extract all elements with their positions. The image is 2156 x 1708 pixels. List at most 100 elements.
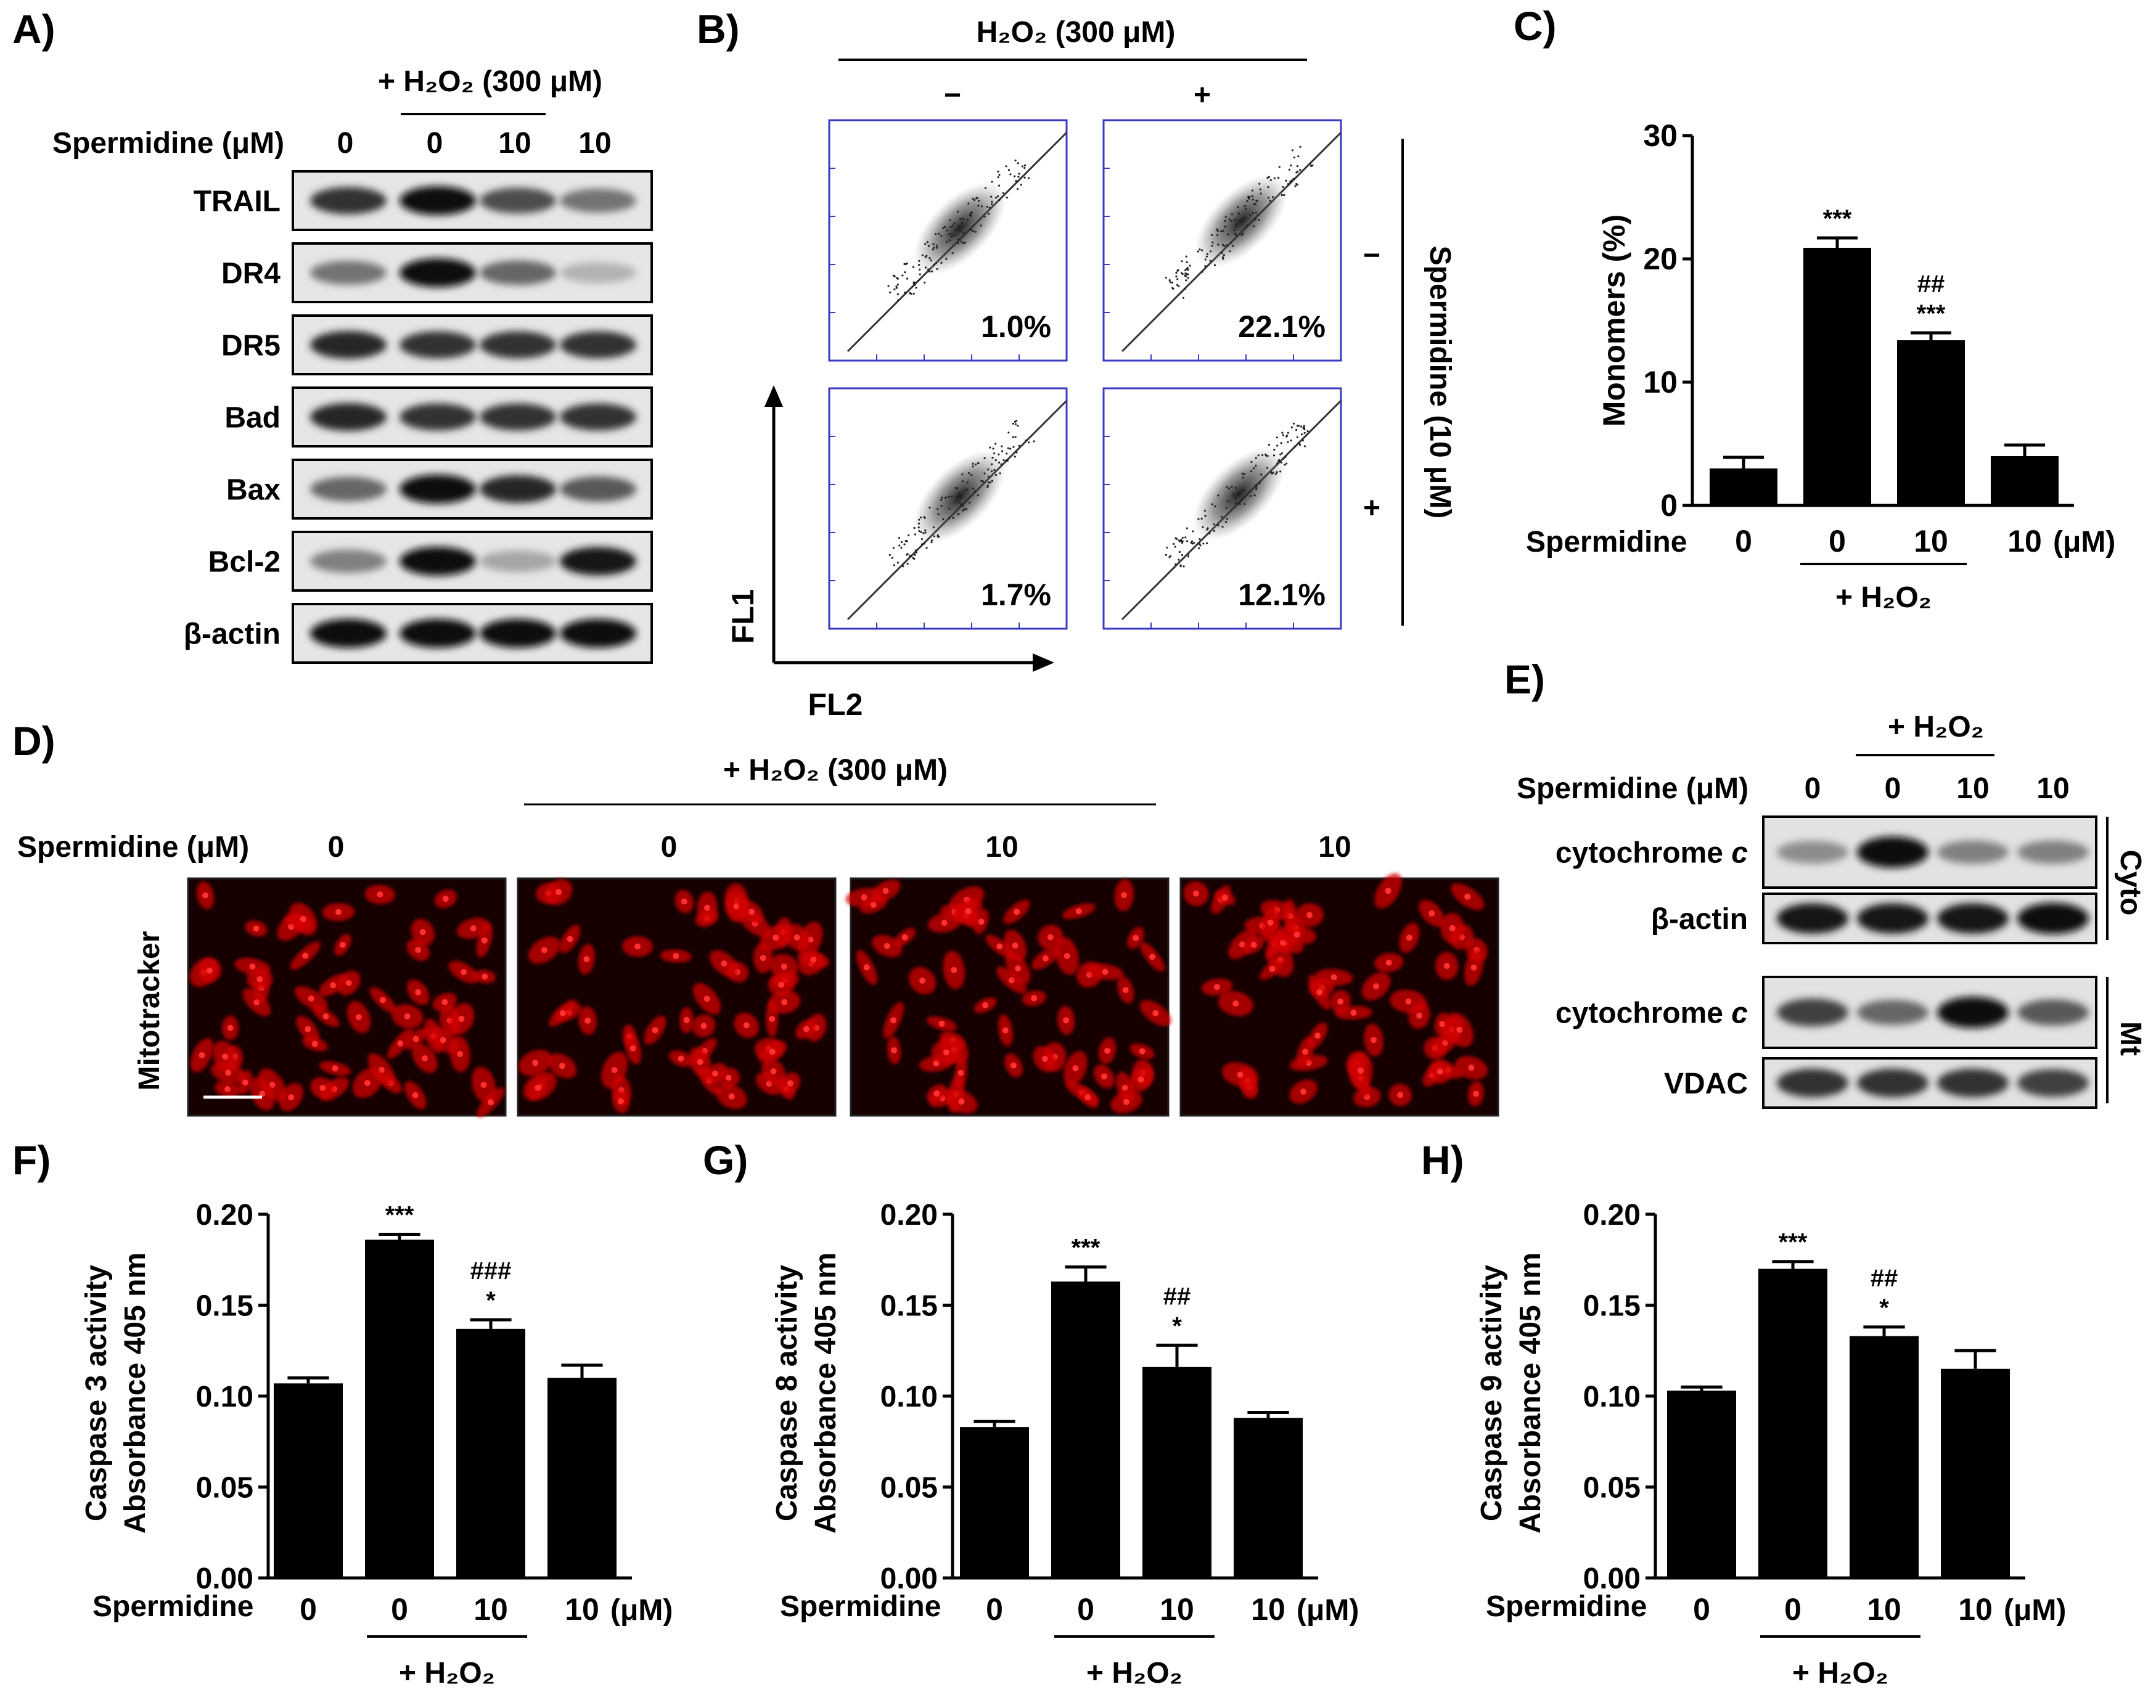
panel-b-event [1201,271,1203,273]
panel-b-event [1183,565,1185,568]
panel-b-event [966,481,969,484]
panel-a-band-label: Bcl-2 [208,546,281,579]
panel-d-cell-core [1330,974,1337,981]
panel-d-cell-core [1405,998,1412,1005]
panel-b-event [1176,537,1178,541]
panel-d-cell-core [482,973,488,980]
panel-b-event [1180,291,1183,293]
panel-a-band-label: Bad [224,402,281,435]
panel-b-event [1224,216,1227,218]
panel-b-event [1028,441,1030,444]
panel-d-cell-core [412,1092,419,1098]
panel-d-cell-core [1122,987,1129,994]
panel-label-d: D) [12,718,55,764]
panel-a-band [310,476,387,502]
bar [1803,248,1871,505]
y-tick-label: 20 [1643,242,1678,276]
panel-b-event [1204,258,1207,261]
panel-e-spermidine-label: Spermidine (μM) [1517,772,1748,805]
panel-a-band [400,403,476,431]
panel-b-event [1259,188,1261,190]
panel-d-cell-core [259,1090,266,1097]
panel-b-event [1221,251,1223,254]
panel-d-cell-core [541,947,547,954]
panel-b-event [1237,212,1240,215]
panel-b-event [1213,264,1216,266]
panel-b-event [997,170,999,173]
panel-b-event [1199,544,1202,547]
panel-d-cell-core [697,1058,703,1065]
panel-b-event [915,551,917,554]
panel-b-event [1303,431,1306,435]
panel-b-event [970,474,973,476]
panel-b-event [958,229,961,232]
panel-d-cell-core [773,934,779,941]
panel-e-band-label-main: VDAC [1664,1068,1748,1100]
y-tick-label: 0.05 [880,1472,938,1505]
panel-b-event [937,513,940,515]
x-tick-label: 10 [1914,524,1948,558]
panel-a-band-label: DR5 [221,330,281,362]
panel-b-event [906,563,909,565]
panel-d-cell-core [461,969,467,976]
panel-b-event [976,197,978,199]
panel-b-event [914,284,916,286]
panel-b-event [1211,245,1213,247]
panel-d-cell-core [302,952,309,959]
panel-e-band-label-main: cytochrome [1556,997,1723,1030]
panel-d-cell-core [1213,984,1220,991]
panel-b-event [1300,425,1303,428]
panel-b-event [989,446,991,449]
panel-b-event [1290,179,1293,182]
panel-b-event [1267,186,1269,189]
panel-e-lane-1: 0 [1885,772,1901,805]
panel-d-cell-core [870,902,877,909]
panel-e-band-label-italic: c [1723,837,1748,870]
panel-b-event [1255,488,1258,491]
panel-b-event [896,293,900,295]
panel-b-event [1235,226,1237,228]
panel-label-a: A) [12,6,55,52]
panel-d-cell-core [882,888,889,894]
panel-b-event [1206,542,1208,544]
panel-b-event [933,535,936,537]
panel-b-event [914,533,917,536]
panel-b-event [1168,279,1171,282]
panel-b-event [1017,425,1019,427]
panel-b-event [1279,470,1282,473]
panel-b-event [951,252,954,255]
panel-b-event [991,200,993,203]
panel-d-cell-core [938,1020,945,1027]
panel-b-event [891,557,893,559]
panel-a-band [560,476,636,502]
panel-e-band [2017,1069,2089,1097]
panel-b-event [1185,272,1188,276]
panel-d-cell-core [583,956,590,963]
panel-b-event [945,497,947,499]
x-tick-label: 10 [2007,524,2042,558]
panel-b-event [1285,435,1288,438]
panel-b-event [946,229,948,232]
panel-b-event [1253,494,1256,497]
panel-b-event [958,492,961,495]
h2o2-label: + H₂O₂ [1835,581,1932,614]
panel-b-event [1175,271,1178,274]
panel-b-event [1249,494,1252,497]
panel-a-band [400,475,476,504]
panel-e-band [1777,903,1848,934]
x-axis-spermidine-label: Spermidine [92,1590,253,1623]
panel-b-event [1201,249,1203,251]
panel-label-b: B) [697,6,740,52]
x-tick-label: 10 [1958,1592,1993,1627]
panel-b-event [1184,536,1187,539]
panel-b-event [1185,279,1187,282]
panel-d-cell-core [322,1013,329,1019]
panel-d-cell-core [863,964,870,971]
panel-d-cell-core [440,1037,446,1044]
y-axis-label: Monomers (%) [1597,215,1631,427]
panel-d-cell-core [611,1067,618,1074]
panel-a-band [310,331,387,359]
panel-b-event [1269,199,1271,202]
panel-d-cell-core [728,1093,735,1100]
panel-b-event [983,457,986,460]
